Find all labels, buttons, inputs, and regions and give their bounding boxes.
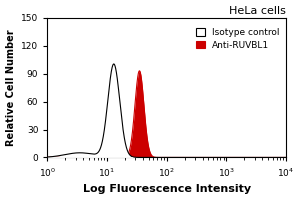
X-axis label: Log Fluorescence Intensity: Log Fluorescence Intensity [82, 184, 251, 194]
Text: HeLa cells: HeLa cells [229, 6, 286, 16]
Y-axis label: Relative Cell Number: Relative Cell Number [6, 29, 16, 146]
Legend: Isotype control, Anti-RUVBL1: Isotype control, Anti-RUVBL1 [194, 26, 281, 52]
